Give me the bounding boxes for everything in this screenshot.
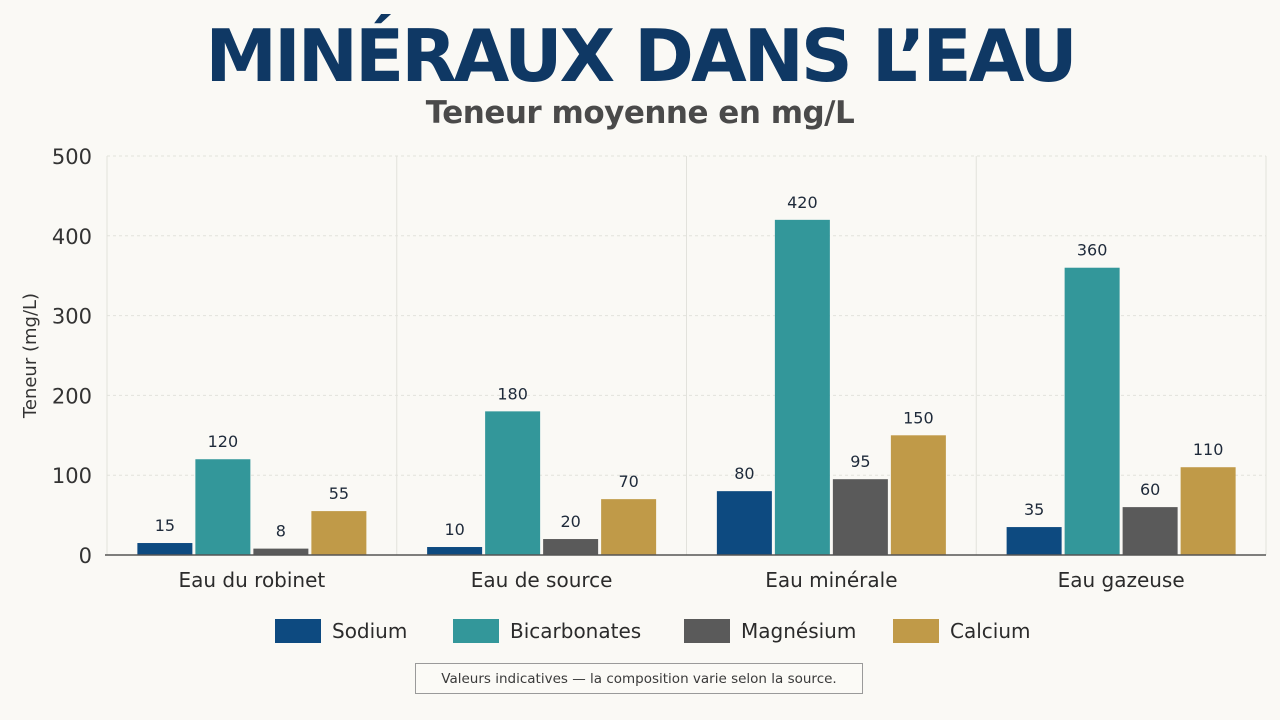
bar-magnesium-eau-de-source <box>543 539 599 555</box>
bar-chart: 0 100 200 300 400 500 15 120 8 55 Eau du robinet 10… <box>20 145 1267 592</box>
legend-item-bicarbonates: Bicarbonates <box>453 616 641 646</box>
data-label: 110 <box>1193 440 1224 459</box>
y-tick-label: 300 <box>52 305 92 329</box>
bar-calcium-eau-du-robinet <box>311 511 367 555</box>
legend-swatch <box>684 619 730 643</box>
data-label: 20 <box>560 512 580 531</box>
data-label: 70 <box>618 472 638 491</box>
y-tick-label: 500 <box>52 145 92 169</box>
data-label: 150 <box>903 408 934 427</box>
legend-label: Calcium <box>950 619 1031 643</box>
bar-bicarbonates-eau-de-source <box>485 411 541 555</box>
bar-calcium-eau-de-source <box>601 499 657 555</box>
chart-subtitle: Teneur moyenne en mg/L <box>425 95 855 131</box>
data-label: 420 <box>787 193 818 212</box>
data-label: 95 <box>850 452 870 471</box>
y-tick-label: 0 <box>79 544 92 568</box>
y-tick-label: 200 <box>52 384 92 408</box>
data-label: 360 <box>1077 241 1108 260</box>
data-label: 55 <box>329 484 349 503</box>
x-tick-label: Eau de source <box>471 568 613 592</box>
data-label: 35 <box>1024 500 1044 519</box>
legend-item-sodium: Sodium <box>275 616 407 646</box>
footnote-box: Valeurs indicatives — la composition var… <box>415 663 863 694</box>
data-label: 8 <box>276 522 286 541</box>
bar-sodium-eau-gazeuse <box>1006 527 1062 555</box>
legend-item-calcium: Calcium <box>893 616 1031 646</box>
legend-label: Magnésium <box>741 619 857 643</box>
data-label: 80 <box>734 464 754 483</box>
bar-magnesium-eau-du-robinet <box>253 548 309 555</box>
chart-title: MINÉRAUX DANS L’EAU <box>205 14 1077 98</box>
data-label: 180 <box>497 384 528 403</box>
bar-sodium-eau-du-robinet <box>137 543 193 555</box>
legend-swatch <box>275 619 321 643</box>
bar-magnesium-eau-gazeuse <box>1122 507 1178 555</box>
x-tick-label: Eau du robinet <box>179 568 326 592</box>
legend-label: Bicarbonates <box>510 619 642 643</box>
bar-magnesium-eau-minerale <box>832 479 888 555</box>
legend-item-magnesium: Magnésium <box>684 616 856 646</box>
bar-bicarbonates-eau-minerale <box>774 219 830 555</box>
data-label: 15 <box>155 516 175 535</box>
data-label: 120 <box>208 432 239 451</box>
x-tick-label: Eau gazeuse <box>1058 568 1185 592</box>
legend-swatch <box>893 619 939 643</box>
bar-calcium-eau-gazeuse <box>1180 467 1236 555</box>
x-tick-label: Eau minérale <box>765 568 897 592</box>
bar-calcium-eau-minerale <box>890 435 946 555</box>
legend-label: Sodium <box>332 619 408 643</box>
bar-bicarbonates-eau-du-robinet <box>195 459 251 555</box>
bar-bicarbonates-eau-gazeuse <box>1064 267 1120 555</box>
data-label: 60 <box>1140 480 1160 499</box>
chart-legend: Sodium Bicarbonates Magnésium Calcium <box>0 616 1280 646</box>
legend-swatch <box>453 619 499 643</box>
bar-sodium-eau-de-source <box>427 547 483 555</box>
y-tick-label: 400 <box>52 225 92 249</box>
bar-sodium-eau-minerale <box>716 491 772 555</box>
y-axis-title: Teneur (mg/L) <box>20 293 41 419</box>
data-label: 10 <box>444 520 464 539</box>
y-tick-label: 100 <box>52 464 92 488</box>
